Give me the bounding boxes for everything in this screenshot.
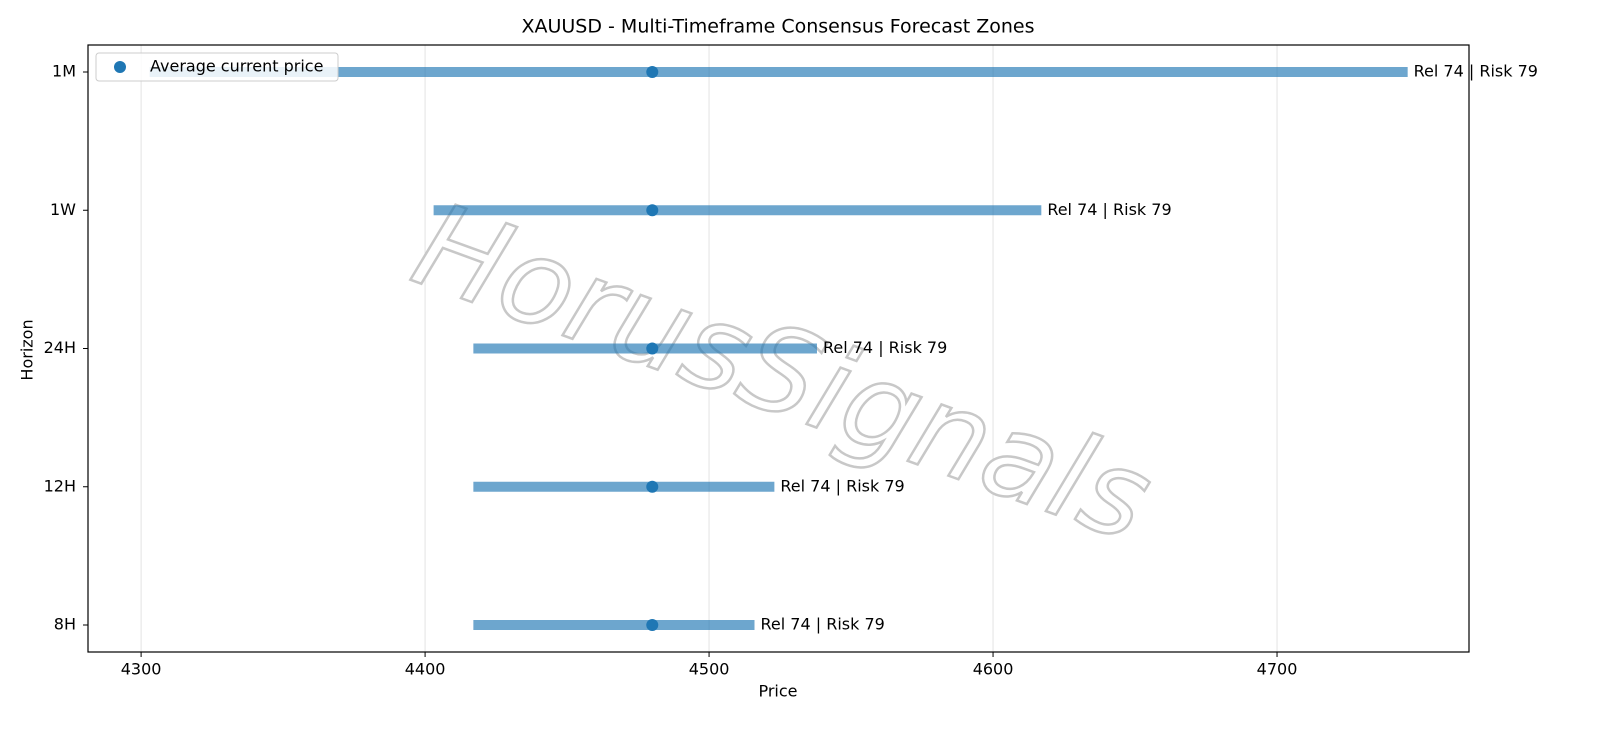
current-price-point <box>646 204 659 217</box>
x-axis-label: Price <box>758 682 797 701</box>
range-bar <box>149 67 1408 77</box>
range-bar <box>473 343 817 354</box>
range-bar <box>473 481 775 492</box>
legend-marker <box>114 61 126 73</box>
axes-frame <box>87 44 1470 653</box>
current-price-point <box>646 480 659 493</box>
current-price-point <box>646 66 659 78</box>
range-bar <box>433 205 1042 216</box>
chart-title: XAUUSD - Multi-Timeframe Consensus Forec… <box>521 16 1034 38</box>
x-tick-label: 4700 <box>1257 660 1298 679</box>
current-price-point <box>646 619 659 631</box>
x-tick-label: 4300 <box>121 660 162 679</box>
y-tick-label: 8H <box>54 615 76 634</box>
x-tick-label: 4600 <box>973 660 1014 679</box>
range-annotation: Rel 74 | Risk 79 <box>1047 200 1171 219</box>
current-price-point <box>646 342 659 355</box>
range-annotation: Rel 74 | Risk 79 <box>1414 62 1538 81</box>
y-tick-label: 1M <box>52 62 76 81</box>
watermark: HorusSignals <box>398 175 1168 568</box>
range-annotation: Rel 74 | Risk 79 <box>761 615 885 634</box>
x-tick-label: 4400 <box>405 660 446 679</box>
y-tick-label: 12H <box>44 476 76 495</box>
range-bar <box>473 620 755 630</box>
legend-box <box>95 52 339 82</box>
range-annotation: Rel 74 | Risk 79 <box>780 476 904 495</box>
y-tick-label: 1W <box>50 200 76 219</box>
y-tick-label: 24H <box>44 338 76 357</box>
y-axis-label: Horizon <box>18 319 37 380</box>
x-tick-label: 4500 <box>689 660 730 679</box>
range-annotation: Rel 74 | Risk 79 <box>823 338 947 357</box>
legend-label: Average current price <box>150 57 323 76</box>
